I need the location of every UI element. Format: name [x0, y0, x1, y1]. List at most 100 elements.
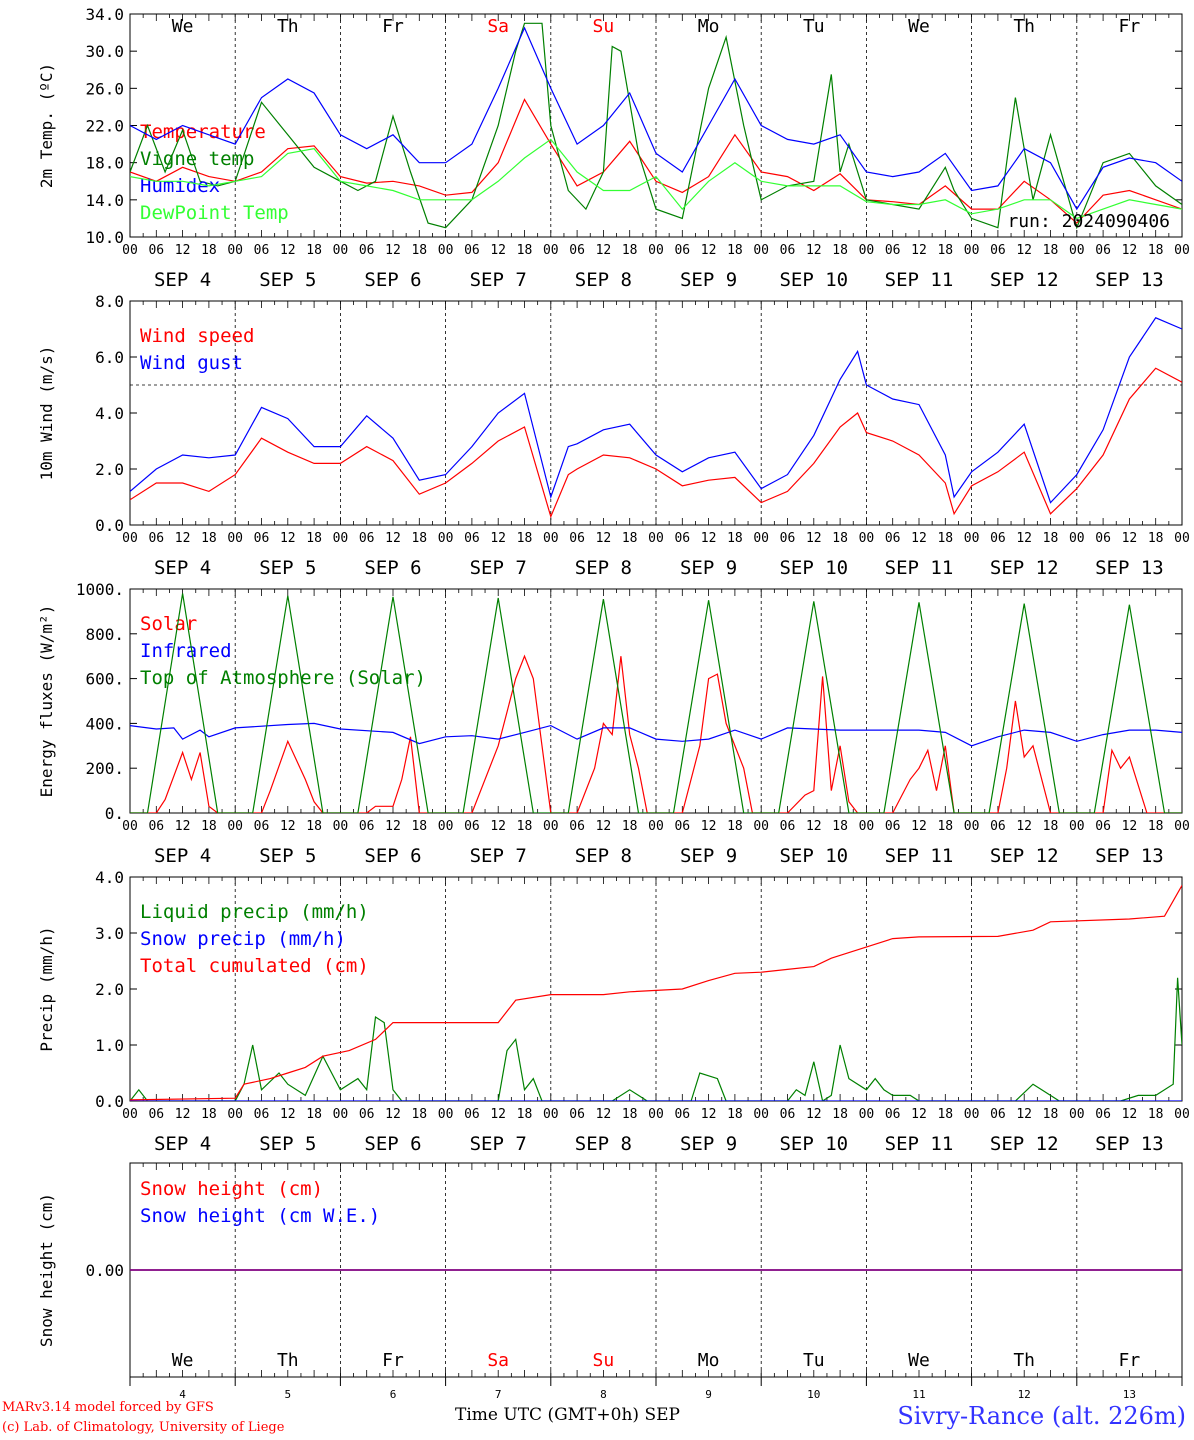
series-line-vigne-temp — [130, 22, 1182, 230]
hour-tick-label: 18 — [937, 243, 953, 258]
date-label: SEP 4 — [154, 557, 211, 579]
y-axis-label: 2m Temp. (ºC) — [37, 63, 56, 188]
hour-tick-label: 06 — [254, 1107, 270, 1122]
date-label: SEP 10 — [779, 557, 848, 579]
hour-tick-label: 06 — [1095, 1107, 1111, 1122]
y-tick-label: 6.0 — [95, 348, 124, 367]
hour-tick-label: 06 — [464, 243, 480, 258]
hour-tick-label: 00 — [859, 243, 875, 258]
hour-tick-label: 00 — [648, 531, 664, 546]
date-label: SEP 10 — [779, 1133, 848, 1155]
hour-tick-label: 18 — [832, 1107, 848, 1122]
weekday-label: Fr — [382, 16, 404, 37]
date-label: SEP 4 — [154, 269, 211, 291]
hour-tick-label: 18 — [201, 243, 217, 258]
hour-tick-label: 12 — [490, 243, 506, 258]
hour-tick-label: 00 — [753, 819, 769, 834]
hour-tick-label: 00 — [964, 243, 980, 258]
hour-tick-label: 12 — [806, 243, 822, 258]
hour-tick-label: 00 — [438, 531, 454, 546]
hour-tick-label: 00 — [1174, 819, 1190, 834]
hour-tick-label: 00 — [1174, 531, 1190, 546]
date-label: SEP 7 — [470, 845, 527, 867]
date-label: SEP 13 — [1095, 269, 1164, 291]
legend-entry: Snow height (cm W.E.) — [140, 1205, 380, 1227]
hour-tick-label: 06 — [885, 819, 901, 834]
date-label: SEP 7 — [470, 1133, 527, 1155]
hour-tick-label: 00 — [964, 531, 980, 546]
hour-tick-label: 06 — [1095, 531, 1111, 546]
hour-tick-label: 12 — [1122, 531, 1138, 546]
hour-tick-label: 00 — [227, 1107, 243, 1122]
weekday-label: Fr — [1119, 16, 1141, 37]
weekday-label: We — [908, 16, 930, 37]
hour-tick-label: 12 — [1016, 531, 1032, 546]
hour-tick-label: 18 — [411, 243, 427, 258]
hour-tick-label: 12 — [701, 819, 717, 834]
hour-tick-label: 12 — [385, 819, 401, 834]
hour-tick-label: 00 — [753, 531, 769, 546]
hour-tick-label: 06 — [254, 819, 270, 834]
date-label: SEP 5 — [259, 269, 316, 291]
hour-tick-label: 00 — [1069, 1107, 1085, 1122]
date-label: SEP 11 — [885, 557, 954, 579]
hour-tick-label: 18 — [1043, 243, 1059, 258]
hour-tick-label: 18 — [1148, 1107, 1164, 1122]
hour-tick-label: 00 — [227, 819, 243, 834]
hour-tick-label: 06 — [148, 1107, 164, 1122]
date-label: SEP 8 — [575, 1133, 632, 1155]
hour-tick-label: 12 — [596, 243, 612, 258]
series-line-temperature — [130, 98, 1182, 224]
y-tick-label: 22.0 — [85, 117, 124, 136]
hour-tick-label: 06 — [569, 1107, 585, 1122]
hour-tick-label: 06 — [464, 531, 480, 546]
hour-tick-label: 18 — [937, 1107, 953, 1122]
hour-tick-label: 00 — [227, 243, 243, 258]
hour-tick-label: 00 — [859, 531, 875, 546]
day-number-label: 8 — [600, 1388, 607, 1401]
y-tick-label: 18.0 — [85, 154, 124, 173]
hour-tick-label: 06 — [148, 531, 164, 546]
hour-tick-label: 18 — [622, 819, 638, 834]
hour-tick-label: 00 — [333, 243, 349, 258]
legend-entry: Liquid precip (mm/h) — [140, 901, 369, 923]
hour-tick-label: 00 — [753, 243, 769, 258]
hour-tick-label: 00 — [122, 819, 138, 834]
y-tick-label: 26.0 — [85, 79, 124, 98]
hour-tick-label: 12 — [385, 243, 401, 258]
date-label: SEP 13 — [1095, 845, 1164, 867]
hour-tick-label: 12 — [385, 1107, 401, 1122]
hour-tick-label: 12 — [280, 1107, 296, 1122]
hour-tick-label: 18 — [411, 819, 427, 834]
hour-tick-label: 00 — [1069, 819, 1085, 834]
hour-tick-label: 00 — [438, 243, 454, 258]
hour-tick-label: 12 — [280, 819, 296, 834]
hour-tick-label: 06 — [1095, 819, 1111, 834]
legend-entry: Humidex — [140, 175, 220, 197]
hour-tick-label: 18 — [832, 243, 848, 258]
hour-tick-label: 12 — [911, 1107, 927, 1122]
hour-tick-label: 18 — [727, 1107, 743, 1122]
hour-tick-label: 06 — [359, 531, 375, 546]
date-label: SEP 7 — [470, 557, 527, 579]
hour-tick-label: 12 — [596, 819, 612, 834]
weekday-label: Mo — [698, 1350, 720, 1371]
hour-tick-label: 00 — [227, 531, 243, 546]
hour-tick-label: 00 — [438, 1107, 454, 1122]
hour-tick-label: 12 — [806, 531, 822, 546]
y-tick-label: 4.0 — [95, 404, 124, 423]
weekday-label: We — [172, 1350, 194, 1371]
hour-tick-label: 12 — [280, 243, 296, 258]
y-tick-label: 2.0 — [95, 460, 124, 479]
hour-tick-label: 18 — [306, 531, 322, 546]
legend-entry: Wind gust — [140, 352, 243, 374]
date-label: SEP 5 — [259, 557, 316, 579]
hour-tick-label: 00 — [122, 531, 138, 546]
hour-tick-label: 00 — [543, 531, 559, 546]
hour-tick-label: 18 — [306, 1107, 322, 1122]
hour-tick-label: 12 — [1016, 243, 1032, 258]
hour-tick-label: 12 — [175, 819, 191, 834]
hour-tick-label: 12 — [596, 531, 612, 546]
hour-tick-label: 12 — [1122, 819, 1138, 834]
hour-tick-label: 12 — [490, 531, 506, 546]
